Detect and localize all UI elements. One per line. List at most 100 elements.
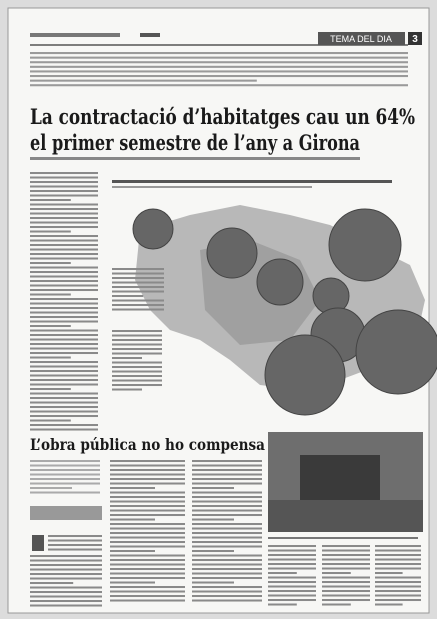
text-line [30, 217, 98, 220]
text-line [30, 379, 98, 382]
text-line [192, 572, 262, 575]
text-line [110, 572, 185, 575]
text-line [375, 576, 421, 579]
text-line [30, 347, 98, 350]
text-line [30, 257, 98, 260]
text-line [322, 594, 370, 597]
text-line [30, 65, 408, 68]
text-line [30, 275, 98, 278]
text-line [110, 478, 185, 481]
text-line [30, 478, 100, 481]
text-line [30, 383, 98, 386]
text-line [322, 572, 351, 575]
text-line [322, 585, 370, 588]
text-line [110, 464, 185, 467]
text-line [30, 415, 98, 418]
text-line [110, 536, 185, 539]
text-line [48, 539, 102, 542]
text-line [30, 392, 98, 395]
text-line [375, 594, 421, 597]
text-line [268, 545, 316, 548]
bubble [355, 309, 437, 395]
text-line [375, 590, 421, 593]
text-line [30, 586, 102, 589]
text-line [192, 599, 262, 602]
text-line [192, 536, 262, 539]
text-line [48, 535, 102, 538]
text-line [48, 548, 102, 551]
text-line [30, 401, 98, 404]
text-line [192, 545, 262, 548]
text-line [110, 460, 185, 463]
text-line [322, 603, 351, 606]
text-line [268, 563, 316, 566]
page-number: 3 [412, 34, 418, 45]
text-line [192, 464, 262, 467]
text-line [30, 253, 98, 256]
text-line [30, 289, 98, 292]
text-line [192, 469, 262, 472]
left-column [30, 172, 98, 431]
text-line [268, 603, 297, 606]
text-line [30, 424, 98, 427]
text-line [30, 582, 74, 585]
text-line [110, 505, 185, 508]
text-line [322, 545, 370, 548]
text-line [110, 541, 185, 544]
text-line [112, 343, 162, 346]
text-line [30, 591, 102, 594]
text-line [110, 550, 155, 553]
map-notes [112, 268, 164, 391]
text-line [192, 532, 262, 535]
text-line [30, 600, 102, 603]
text-line [30, 374, 98, 377]
text-line [110, 491, 185, 494]
text-line [375, 567, 421, 570]
text-line [192, 460, 262, 463]
text-line [375, 549, 421, 552]
text-line [112, 295, 144, 298]
photo-ground [268, 500, 423, 532]
text-line [30, 84, 408, 87]
text-line [30, 199, 71, 202]
text-line [30, 568, 102, 571]
text-line [30, 555, 102, 558]
text-line [110, 545, 185, 548]
map-title [112, 180, 392, 183]
text-line [192, 505, 262, 508]
text-line [192, 523, 262, 526]
text-line [375, 603, 403, 606]
text-line [110, 532, 185, 535]
text-line [110, 577, 185, 580]
text-line [30, 185, 98, 188]
text-line [30, 338, 98, 341]
text-line [110, 590, 185, 593]
text-line [322, 554, 370, 557]
text-line [268, 581, 316, 584]
text-line [112, 370, 162, 373]
text-line [375, 581, 421, 584]
text-line [30, 343, 98, 346]
text-line [112, 384, 162, 387]
text-line [375, 554, 421, 557]
text-line [112, 388, 142, 391]
text-line [30, 573, 102, 576]
masthead-mark [140, 33, 160, 37]
text-line [112, 334, 162, 337]
text-line [192, 563, 262, 566]
text-line [192, 487, 234, 490]
text-line [192, 496, 262, 499]
text-line [112, 330, 162, 333]
headline-line: La contractació d’habitatges cau un 64% [30, 104, 415, 129]
text-line [112, 290, 164, 293]
text-line [30, 334, 98, 337]
drop-cap [32, 535, 44, 551]
text-line [30, 293, 71, 296]
text-line [110, 518, 155, 521]
text-line [268, 599, 316, 602]
text-line [110, 586, 185, 589]
text-line [30, 52, 408, 55]
photo-caption [268, 537, 418, 539]
masthead-line [30, 33, 120, 37]
bubble [132, 208, 174, 250]
